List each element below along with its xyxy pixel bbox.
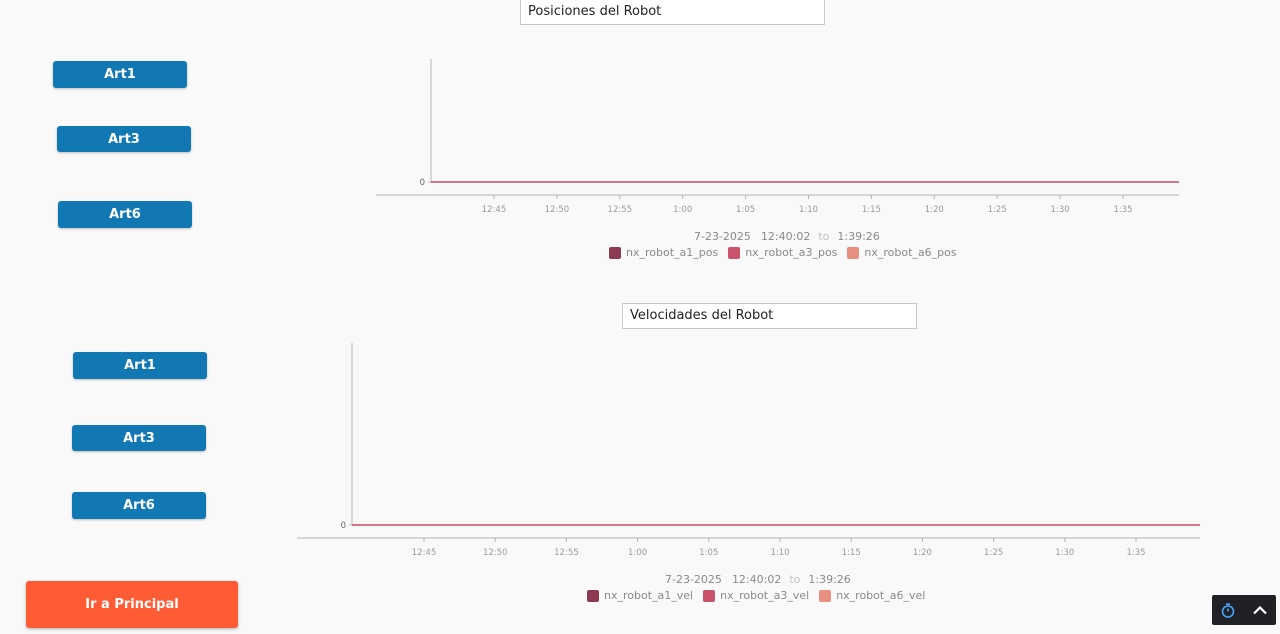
range-end: 1:39:26 xyxy=(837,230,880,243)
legend-item[interactable]: nx_robot_a6_vel xyxy=(819,589,925,602)
floating-toolbar xyxy=(1212,595,1276,625)
legend-swatch xyxy=(587,589,599,602)
positions-art6-button[interactable]: Art6 xyxy=(58,201,192,228)
x-tick-label: 1:15 xyxy=(842,548,861,558)
range-to: to xyxy=(818,230,830,243)
x-tick-label: 1:30 xyxy=(1051,205,1070,215)
x-tick-label: 12:50 xyxy=(483,548,508,558)
legend-label: nx_robot_a6_pos xyxy=(864,246,957,259)
legend-swatch xyxy=(819,589,832,602)
velocities-time-range: 7-23-2025 12:40:02 to 1:39:26 xyxy=(665,573,851,586)
legend-item[interactable]: nx_robot_a1_vel xyxy=(587,589,693,602)
x-tick-label: 1:20 xyxy=(913,548,932,558)
legend-swatch xyxy=(847,246,860,259)
x-tick-label: 1:20 xyxy=(925,205,944,215)
x-tick-label: 1:05 xyxy=(736,205,755,215)
positions-time-range: 7-23-2025 12:40:02 to 1:39:26 xyxy=(694,230,880,243)
x-tick-label: 1:25 xyxy=(988,205,1007,215)
legend-item[interactable]: nx_robot_a3_vel xyxy=(703,589,809,602)
legend-label: nx_robot_a1_pos xyxy=(626,246,719,259)
x-tick-label: 1:10 xyxy=(770,548,789,558)
x-tick-label: 1:00 xyxy=(673,205,692,215)
stopwatch-icon[interactable] xyxy=(1212,595,1244,625)
velocities-art3-button[interactable]: Art3 xyxy=(72,425,206,451)
range-date: 7-23-2025 xyxy=(694,230,751,243)
x-tick-label: 1:25 xyxy=(984,548,1003,558)
x-tick-label: 12:55 xyxy=(608,205,633,215)
positions-art3-button[interactable]: Art3 xyxy=(57,126,191,152)
x-tick-label: 12:45 xyxy=(412,548,437,558)
go-to-main-button[interactable]: Ir a Principal xyxy=(26,581,238,628)
range-end: 1:39:26 xyxy=(808,573,851,586)
range-start: 12:40:02 xyxy=(731,573,782,586)
legend-item[interactable]: nx_robot_a1_pos xyxy=(609,246,718,259)
velocities-art6-button[interactable]: Art6 xyxy=(72,492,206,519)
x-tick-label: 1:05 xyxy=(699,548,718,558)
legend-swatch xyxy=(703,589,716,602)
legend-label: nx_robot_a6_vel xyxy=(836,589,926,602)
positions-art1-button[interactable]: Art1 xyxy=(53,61,187,88)
legend-swatch xyxy=(728,246,741,259)
velocities-title-field[interactable]: Velocidades del Robot xyxy=(622,303,917,329)
legend-label: nx_robot_a3_pos xyxy=(745,246,838,259)
legend-label: nx_robot_a1_vel xyxy=(604,589,694,602)
x-tick-label: 1:30 xyxy=(1055,548,1074,558)
legend-swatch xyxy=(609,246,621,259)
range-to: to xyxy=(789,573,801,586)
velocities-art1-button[interactable]: Art1 xyxy=(73,352,207,379)
y-tick-label-0: 0 xyxy=(420,178,425,188)
x-tick-label: 12:55 xyxy=(554,548,579,558)
x-tick-label: 1:00 xyxy=(628,548,647,558)
legend-item[interactable]: nx_robot_a6_pos xyxy=(847,246,957,259)
positions-legend: nx_robot_a1_pos nx_robot_a3_pos nx_robot… xyxy=(609,246,957,259)
legend-label: nx_robot_a3_vel xyxy=(720,589,810,602)
x-tick-label: 1:35 xyxy=(1113,205,1132,215)
range-date: 7-23-2025 xyxy=(665,573,722,586)
positions-title-field[interactable]: Posiciones del Robot xyxy=(520,0,825,25)
velocities-legend: nx_robot_a1_vel nx_robot_a3_vel nx_robot… xyxy=(587,589,925,602)
x-tick-label: 12:50 xyxy=(545,205,570,215)
x-tick-label: 12:45 xyxy=(482,205,507,215)
range-start: 12:40:02 xyxy=(760,230,811,243)
y-tick-label-0: 0 xyxy=(341,521,346,531)
x-tick-label: 1:10 xyxy=(799,205,818,215)
chevron-up-icon[interactable] xyxy=(1244,595,1276,625)
legend-item[interactable]: nx_robot_a3_pos xyxy=(728,246,837,259)
x-tick-label: 1:35 xyxy=(1126,548,1145,558)
x-tick-label: 1:15 xyxy=(862,205,881,215)
